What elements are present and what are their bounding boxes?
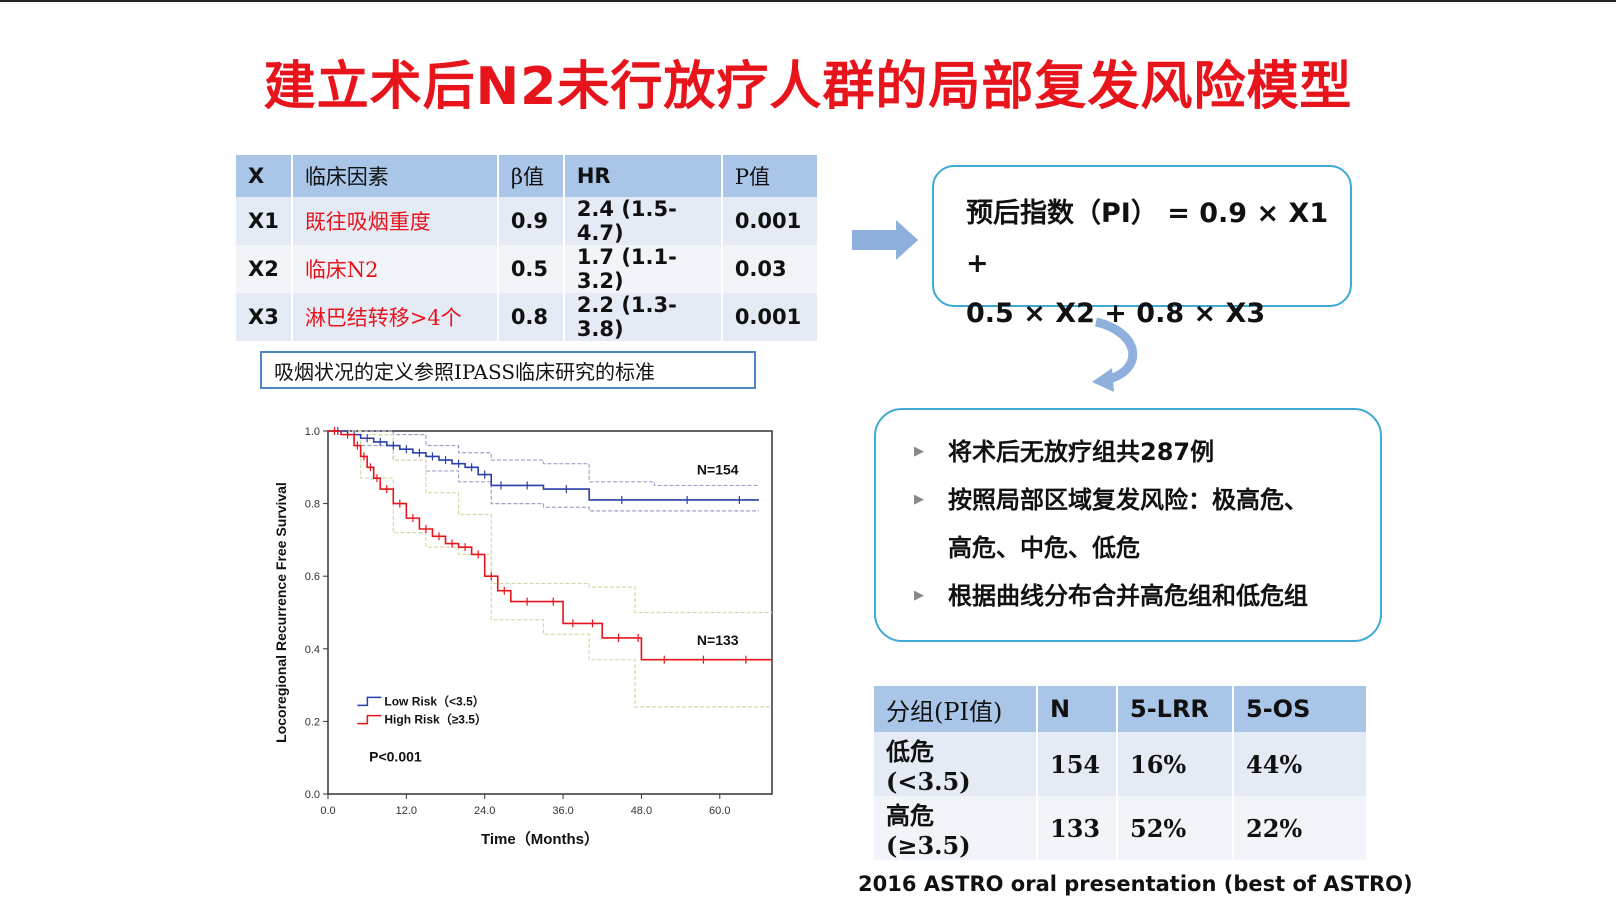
right-arrow-icon (852, 220, 918, 260)
summary-box: ▶ 将术后无放疗组共287例 ▶ 按照局部区域复发风险：极高危、 高危、中危、低危 … (874, 408, 1382, 642)
cell-hr: 2.4 (1.5-4.7) (563, 197, 723, 245)
risk-group-table: 分组(PI值) N 5-LRR 5-OS 低危 (<3.5) 154 16% 4… (874, 686, 1368, 860)
x-tick-label: 60.0 (709, 805, 730, 817)
high-risk-ci-upper (328, 430, 772, 614)
header-factor: 临床因素 (291, 155, 499, 197)
km-survival-chart: 0.0 0.2 0.4 0.6 0.8 1.0 0.0 12.0 24.0 36.0 48.0 60.… (273, 426, 773, 848)
cell-beta: 0.5 (497, 245, 565, 293)
list-item: ▶ 根据曲线分布合并高危组和低危组 (910, 572, 1380, 620)
list-item: ▶ 按照局部区域复发风险：极高危、 (910, 476, 1380, 524)
cell-x: X1 (236, 197, 293, 245)
n-low-annotation: N=154 (697, 462, 739, 478)
cell-group: 低危 (<3.5) (874, 732, 1038, 796)
cell-n: 154 (1037, 732, 1118, 796)
slide-title: 建立术后N2未行放疗人群的局部复发风险模型 (263, 57, 1353, 117)
cell-group: 高危 (≥3.5) (874, 796, 1038, 860)
cell-beta: 0.9 (497, 197, 565, 245)
cell-x: X3 (236, 293, 293, 341)
legend-low-risk-swatch (357, 696, 382, 707)
table-row: 低危 (<3.5) 154 16% 44% (874, 732, 1368, 796)
x-tick-label: 36.0 (552, 805, 573, 817)
header-x: X (236, 155, 293, 197)
y-tick-label: 0.6 (305, 571, 320, 583)
cell-hr: 2.2 (1.3-3.8) (563, 293, 723, 341)
cell-os: 22% (1233, 796, 1368, 860)
bullet-text: 将术后无放疗组共287例 (948, 438, 1215, 466)
header-hr: HR (563, 155, 723, 197)
factor-table-header: X 临床因素 β值 HR P值 (236, 155, 819, 197)
bullet-text: 按照局部区域复发风险：极高危、 (948, 486, 1308, 514)
cell-os: 44% (1233, 732, 1368, 796)
y-axis-label: Locoregional Recurrence Free Survival (273, 482, 289, 743)
legend-low-risk-label: Low Risk（<3.5） (384, 693, 484, 708)
cell-hr: 1.7 (1.1-3.2) (563, 245, 723, 293)
bullet-text: 高危、中危、低危 (948, 534, 1140, 562)
header-os: 5-OS (1233, 686, 1368, 732)
header-p: P值 (721, 155, 819, 197)
pi-formula-line2: 0.5 × X2 + 0.8 × X3 (966, 298, 1266, 329)
table-row: X1 既往吸烟重度 0.9 2.4 (1.5-4.7) 0.001 (236, 197, 819, 245)
legend-high-risk-label: High Risk（≥3.5） (384, 712, 487, 727)
list-item: ▶ 将术后无放疗组共287例 (910, 428, 1380, 476)
legend-high-risk-swatch (357, 714, 382, 725)
header-beta: β值 (497, 155, 565, 197)
y-tick-label: 0.8 (305, 499, 320, 511)
cell-n: 133 (1037, 796, 1118, 860)
cell-factor: 既往吸烟重度 (291, 197, 499, 245)
bullet-text: 根据曲线分布合并高危组和低危组 (948, 582, 1308, 610)
n-high-annotation: N=133 (697, 632, 739, 648)
table-row: X2 临床N2 0.5 1.7 (1.1-3.2) 0.03 (236, 245, 819, 293)
citation: 2016 ASTRO oral presentation (best of AS… (858, 872, 1413, 896)
bullet-icon: ▶ (914, 588, 924, 603)
p-value-annotation: P<0.001 (369, 748, 422, 764)
factor-table: X 临床因素 β值 HR P值 X1 既往吸烟重度 0.9 2.4 (1.5-4… (236, 155, 819, 341)
y-tick-label: 0.0 (305, 789, 320, 801)
bullet-icon: ▶ (914, 492, 924, 507)
cell-factor: 临床N2 (291, 245, 499, 293)
y-tick-label: 0.4 (305, 644, 320, 656)
curved-arrow-icon (1092, 317, 1138, 392)
cell-p: 0.001 (721, 293, 819, 341)
top-border (0, 0, 1616, 2)
header-lrr: 5-LRR (1117, 686, 1234, 732)
cell-p: 0.03 (721, 245, 819, 293)
smoking-definition-note: 吸烟状况的定义参照IPASS临床研究的标准 (260, 351, 756, 389)
cell-x: X2 (236, 245, 293, 293)
x-tick-label: 0.0 (320, 805, 335, 817)
group-table-header: 分组(PI值) N 5-LRR 5-OS (874, 686, 1368, 732)
x-axis-label: Time（Months） (481, 830, 599, 848)
x-tick-label: 24.0 (474, 805, 495, 817)
header-group: 分组(PI值) (874, 686, 1038, 732)
table-row: 高危 (≥3.5) 133 52% 22% (874, 796, 1368, 860)
header-n: N (1037, 686, 1118, 732)
pi-formula-line1: 预后指数（PI） = 0.9 × X1 + (966, 198, 1329, 279)
cell-p: 0.001 (721, 197, 819, 245)
cell-lrr: 52% (1117, 796, 1234, 860)
bullet-icon: ▶ (914, 444, 924, 459)
low-risk-curve (328, 430, 759, 501)
high-risk-ci-lower (328, 430, 772, 708)
x-tick-label: 12.0 (396, 805, 417, 817)
list-item-continued: 高危、中危、低危 (910, 524, 1380, 572)
table-row: X3 淋巴结转移>4个 0.8 2.2 (1.3-3.8) 0.001 (236, 293, 819, 341)
low-risk-ci-upper (328, 430, 759, 487)
pi-formula-box: 预后指数（PI） = 0.9 × X1 + 0.5 × X2 + 0.8 × X… (932, 165, 1352, 329)
y-tick-label: 0.2 (305, 716, 320, 728)
x-tick-label: 48.0 (631, 805, 652, 817)
cell-lrr: 16% (1117, 732, 1234, 796)
high-risk-curve (328, 430, 772, 661)
y-tick-label: 1.0 (305, 426, 320, 438)
cell-factor: 淋巴结转移>4个 (291, 293, 499, 341)
cell-beta: 0.8 (497, 293, 565, 341)
